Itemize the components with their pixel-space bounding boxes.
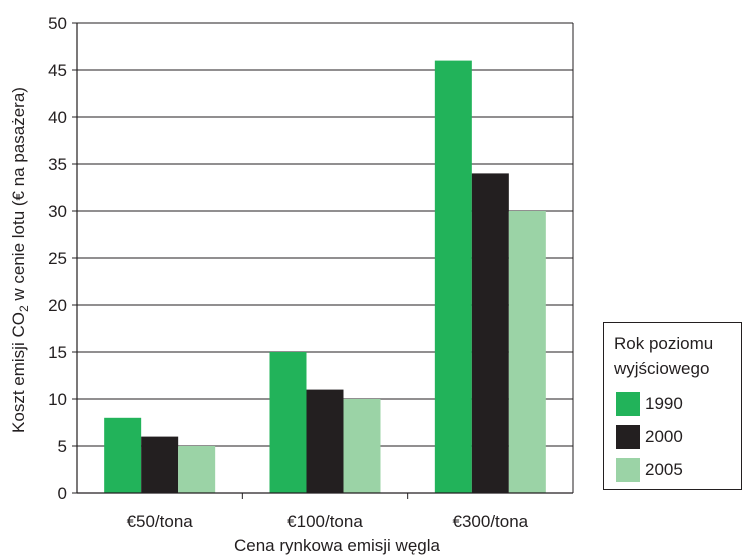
legend: Rok poziomu wyjściowego 1990 2000 2005	[603, 322, 742, 490]
gridlines	[77, 22, 573, 447]
legend-label: 2005	[645, 460, 683, 479]
legend-title-line-1: Rok poziomu	[614, 334, 714, 353]
bar-2005-2	[343, 399, 381, 493]
y-tick-label: 25	[48, 249, 67, 268]
bar-1990-1	[104, 417, 142, 493]
legend-swatch	[616, 425, 640, 449]
bar-1990-3	[434, 60, 472, 493]
x-tick-label: €100/tona	[287, 512, 363, 531]
axes	[72, 22, 574, 499]
y-tick-label: 45	[48, 61, 67, 80]
x-tick-label: €50/tona	[127, 512, 194, 531]
y-tick-label: 40	[48, 108, 67, 127]
legend-title-line-2: wyjściowego	[614, 359, 710, 378]
y-tick-label: 5	[58, 437, 67, 456]
legend-label: 2000	[645, 427, 683, 446]
bar-2005-3	[508, 211, 546, 493]
legend-label: 1990	[645, 394, 683, 413]
x-tick-label: €300/tona	[453, 512, 529, 531]
bars	[104, 60, 546, 493]
y-axis-title: Koszt emisji CO2 w cenie lotu (€ na pasa…	[9, 87, 31, 433]
legend-item-1990: 1990	[616, 392, 683, 416]
y-tick-label: 30	[48, 202, 67, 221]
y-tick-labels: 0 5 10 15 20 25 30 35 40 45 50	[48, 14, 67, 503]
bar-2000-3	[471, 173, 509, 493]
legend-swatch	[616, 458, 640, 482]
bar-1990-2	[269, 352, 307, 493]
y-tick-label: 15	[48, 343, 67, 362]
bar-2000-1	[141, 436, 179, 493]
legend-swatch	[616, 392, 640, 416]
y-tick-label: 35	[48, 155, 67, 174]
x-tick-labels: €50/tona €100/tona €300/tona	[127, 512, 529, 531]
bar-2000-2	[306, 389, 344, 493]
legend-item-2005: 2005	[616, 458, 683, 482]
legend-title: Rok poziomu wyjściowego	[614, 331, 739, 381]
y-tick-label: 0	[58, 484, 67, 503]
y-tick-label: 50	[48, 14, 67, 33]
y-tick-label: 20	[48, 296, 67, 315]
x-axis-title: Cena rynkowa emisji węgla	[234, 536, 441, 555]
legend-item-2000: 2000	[616, 425, 683, 449]
y-tick-label: 10	[48, 390, 67, 409]
bar-2005-1	[178, 446, 216, 493]
